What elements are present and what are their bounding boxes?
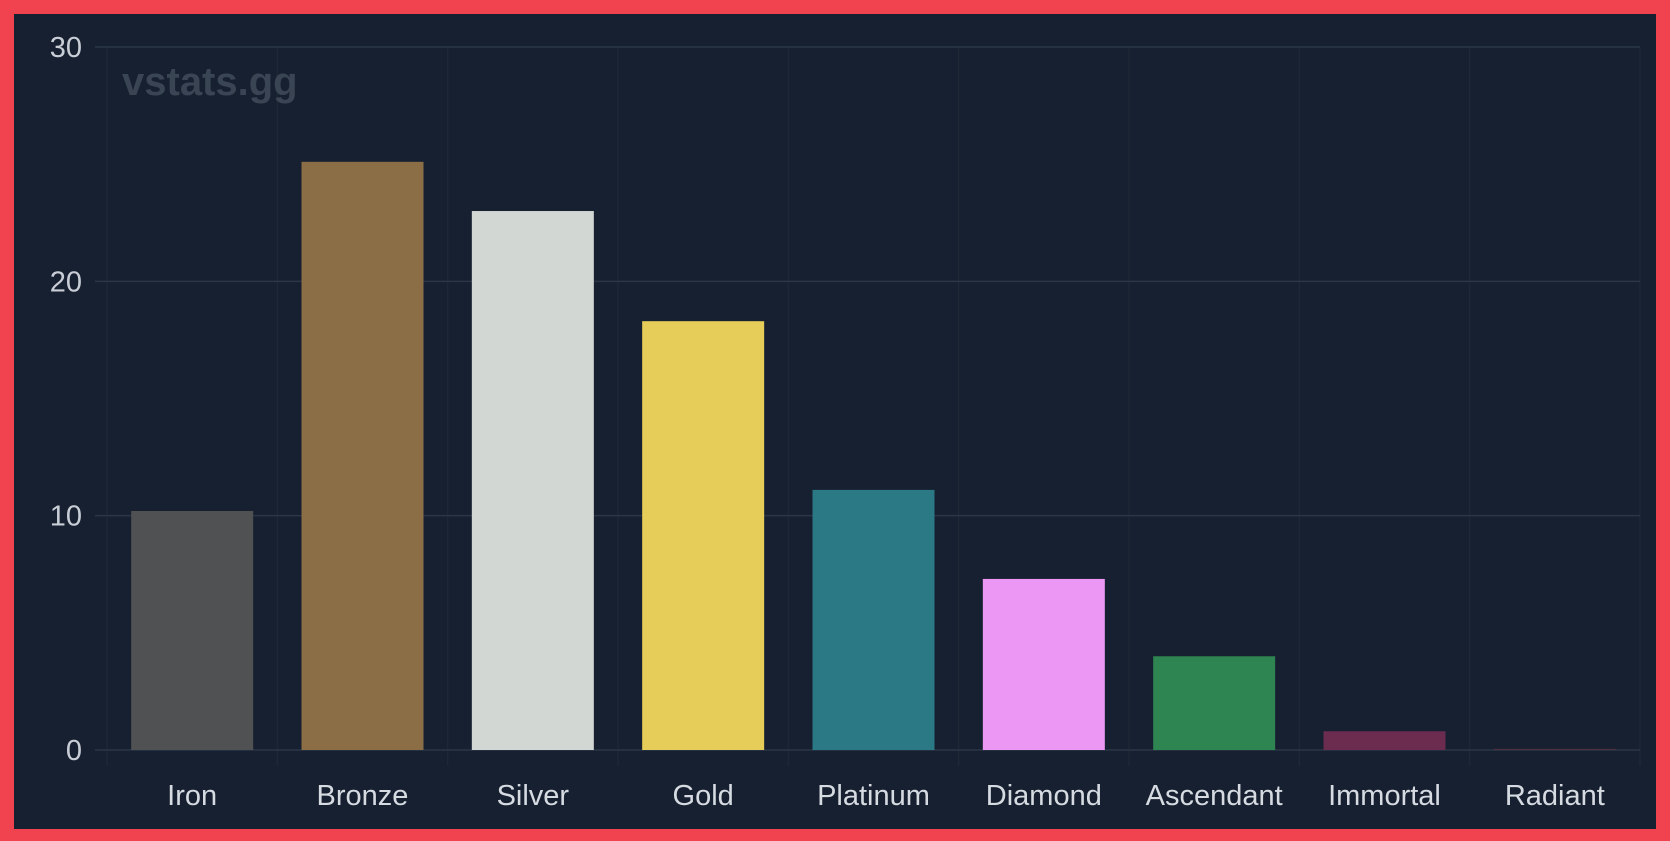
x-tick-label-bronze: Bronze bbox=[317, 780, 409, 812]
bar-silver[interactable] bbox=[471, 211, 594, 751]
x-tick-label-ascendant: Ascendant bbox=[1146, 780, 1283, 812]
x-tick-label-immortal: Immortal bbox=[1328, 780, 1441, 812]
x-tick-label-platinum: Platinum bbox=[817, 780, 930, 812]
x-tick-label-diamond: Diamond bbox=[986, 780, 1102, 812]
y-tick-label: 0 bbox=[66, 735, 82, 767]
bar-iron[interactable] bbox=[131, 510, 254, 750]
bar-layer bbox=[131, 161, 1616, 751]
x-tick-label-radiant: Radiant bbox=[1505, 780, 1605, 812]
bar-bronze[interactable] bbox=[301, 161, 424, 750]
y-tick-label: 20 bbox=[50, 266, 82, 298]
y-tick-label: 30 bbox=[50, 32, 82, 64]
bar-platinum[interactable] bbox=[812, 489, 935, 750]
bar-ascendant[interactable] bbox=[1153, 656, 1276, 750]
x-tick-label-iron: Iron bbox=[167, 780, 217, 812]
x-tick-label-silver: Silver bbox=[497, 780, 570, 812]
bar-radiant[interactable] bbox=[1493, 748, 1616, 750]
bar-immortal[interactable] bbox=[1323, 731, 1446, 750]
bar-gold[interactable] bbox=[642, 321, 765, 750]
label-layer: Iron Bronze Silver Gold Platinum Diamond Ascen… bbox=[167, 780, 1605, 812]
bar-diamond[interactable] bbox=[982, 578, 1105, 750]
axis-layer: 0 10 20 30 bbox=[50, 32, 82, 767]
x-tick-label-gold: Gold bbox=[673, 780, 734, 812]
watermark: vstats.gg bbox=[122, 60, 298, 104]
y-tick-label: 10 bbox=[50, 501, 82, 533]
